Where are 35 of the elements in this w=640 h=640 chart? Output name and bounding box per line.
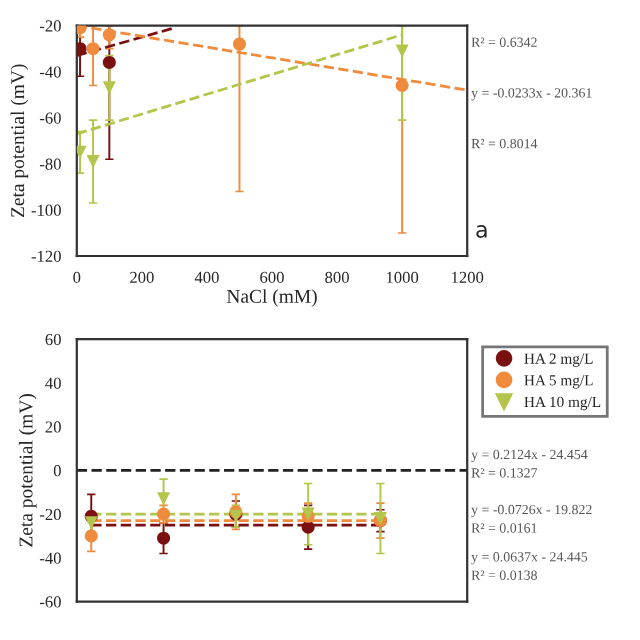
- y-tick-label: -60: [39, 112, 61, 124]
- x-tick-label: 1200: [452, 271, 484, 284]
- x-tick-label: 400: [194, 271, 219, 284]
- x-tick-label: 800: [325, 271, 349, 284]
- y-tick-label: -120: [31, 250, 61, 262]
- text: a: [476, 225, 487, 238]
- y-tick-label: -60: [39, 596, 61, 608]
- point: [102, 81, 116, 95]
- y-axis-title: Zeta potential (mV): [18, 394, 37, 547]
- x-tick-label: 0: [73, 271, 81, 284]
- y-tick-label: 20: [45, 421, 61, 433]
- x-tick-label: 600: [260, 271, 284, 284]
- point: [395, 78, 409, 93]
- y-tick-label: -100: [31, 204, 61, 216]
- point: [232, 37, 246, 51]
- point: [76, 25, 87, 35]
- y-tick-label: -20: [39, 20, 61, 32]
- point: [301, 520, 315, 534]
- point: [157, 531, 171, 545]
- x-axis-title: NaCl (mM): [226, 289, 317, 307]
- y-tick-label: -20: [39, 508, 61, 521]
- x-tick-label: 1000: [386, 271, 419, 284]
- point: [395, 44, 409, 58]
- y-tick-label: 0: [53, 465, 61, 477]
- y-tick-label: -40: [39, 66, 61, 78]
- point: [76, 145, 87, 159]
- y-tick-label: -40: [39, 552, 61, 564]
- y-tick-label: -80: [39, 158, 61, 170]
- y-axis-title: Zeta potential (mV): [10, 64, 29, 218]
- y-tick-label: 60: [45, 333, 61, 346]
- point: [86, 155, 100, 169]
- point: [86, 42, 100, 56]
- point: [76, 42, 87, 56]
- x-tick-label: 200: [130, 271, 154, 284]
- y-tick-label: 40: [45, 377, 61, 389]
